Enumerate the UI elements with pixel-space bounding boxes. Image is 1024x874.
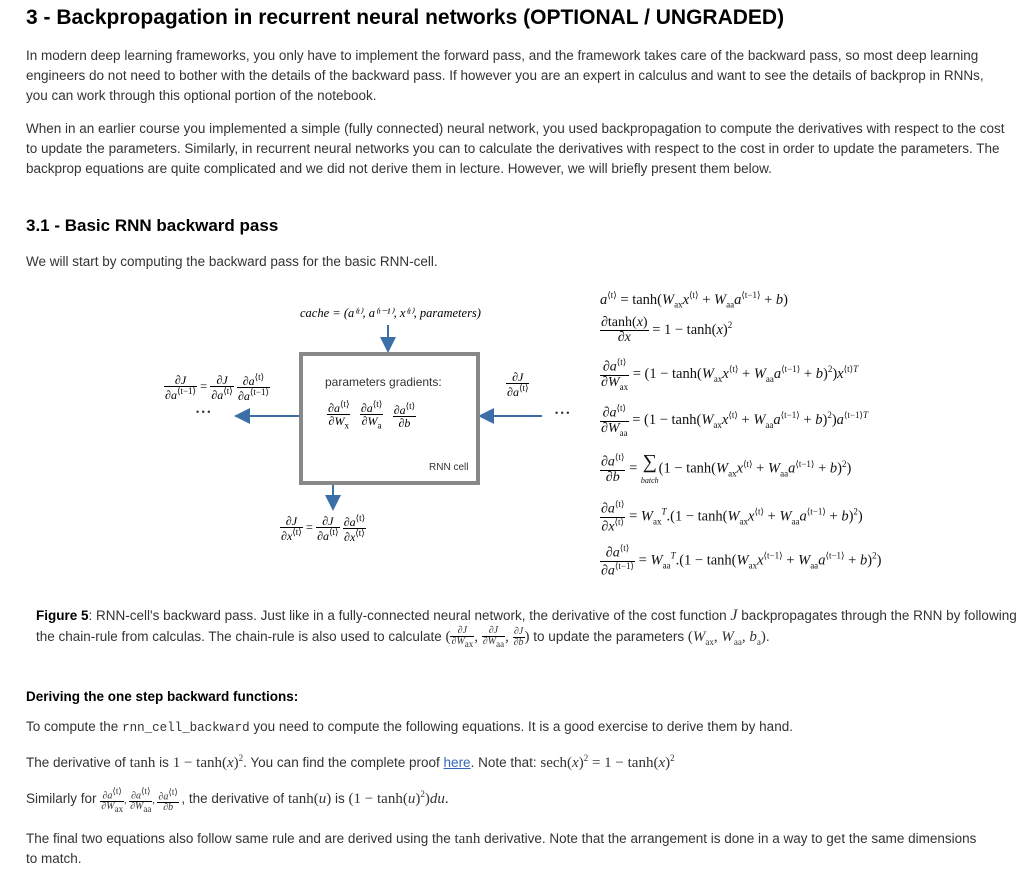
code-rnn-cell-backward: rnn_cell_backward	[122, 721, 250, 735]
figure-label: Figure 5	[36, 608, 89, 623]
rnn-backward-diagram: cache = (a⁽ᵗ⁾, a⁽ᵗ⁻¹⁾, x⁽ᵗ⁾, parameters)…	[160, 285, 600, 555]
box-title: parameters gradients:	[325, 375, 442, 389]
deriving-line-3: Similarly for ∂a⟨t⟩ ∂Wax, ∂a⟨t⟩ ∂Waa, ∂a⟨t…	[26, 786, 449, 815]
rnn-cell-label: RNN cell	[429, 462, 469, 473]
dx-equation: ∂J ∂x⟨t⟩ = ∂J ∂a⟨t⟩ ∂a⟨t⟩ ∂x⟨t⟩	[280, 513, 367, 544]
param-gradients: ∂a⟨t⟩ ∂Wx ∂a⟨t⟩ ∂Wa ∂a⟨t⟩ ∂b	[327, 399, 417, 431]
intro-paragraph-2: When in an earlier course you implemente…	[26, 121, 1005, 176]
da-prev-equation: ∂J ∂a⟨t−1⟩ = ∂J ∂a⟨t⟩ ∂a⟨t⟩ ∂a⟨t−1⟩	[164, 372, 270, 403]
ellipsis-right: • • •	[555, 408, 570, 418]
deriving-line-2: The derivative of tanh is 1 − tanh(x)2. …	[26, 753, 675, 771]
deriving-heading: Deriving the one step backward functions…	[26, 689, 299, 704]
final-paragraph: The final two equations also follow same…	[26, 831, 977, 866]
cache-label: cache = (a⁽ᵗ⁾, a⁽ᵗ⁻¹⁾, x⁽ᵗ⁾, parameters)	[300, 306, 481, 320]
equation-d-a-prev: ∂a⟨t⟩ ∂a⟨t−1⟩ = WaaT.(1 − tanh(Waxx⟨t−1⟩ …	[600, 543, 882, 579]
section-title: 3 - Backpropagation in recurrent neural …	[26, 6, 785, 29]
equation-d-b: ∂a⟨t⟩ ∂b = ∑ batch(1 − tanh(Waxx⟨t⟩ + Waaa…	[600, 451, 852, 486]
subsection-intro: We will start by computing the backward …	[26, 254, 438, 269]
proof-link[interactable]: here	[443, 755, 471, 770]
intro-paragraph-1: In modern deep learning frameworks, you …	[26, 48, 984, 103]
figure-caption: Figure 5: RNN-cell's backward pass. Just…	[36, 607, 1017, 649]
equation-d-wax: ∂a⟨t⟩ ∂Wax = (1 − tanh(Waxx⟨t⟩ + Waaa⟨t−1…	[600, 357, 859, 392]
da-next-equation: ∂J ∂a⟨t⟩	[506, 370, 530, 399]
deriving-line-1: To compute the rnn_cell_backward you nee…	[26, 719, 793, 735]
ellipsis-left: • • •	[196, 407, 211, 417]
equation-forward: a⟨t⟩ = tanh(Waxx⟨t⟩ + Waaa⟨t−1⟩ + b)	[600, 290, 788, 310]
diagram-arrows	[234, 325, 542, 511]
subsection-title: 3.1 - Basic RNN backward pass	[26, 216, 279, 235]
equation-tanh-derivative: ∂tanh(x) ∂x = 1 − tanh(x)2	[600, 315, 733, 345]
rnn-cell-box: parameters gradients: ∂a⟨t⟩ ∂Wx ∂a⟨t⟩ ∂Wa …	[299, 352, 480, 485]
equation-d-waa: ∂a⟨t⟩ ∂Waa = (1 − tanh(Waxx⟨t⟩ + Waaa⟨t−1…	[600, 403, 869, 438]
equation-d-x: ∂a⟨t⟩ ∂x⟨t⟩ = WaxT.(1 − tanh(Waxx⟨t⟩ + Wa…	[600, 499, 863, 535]
